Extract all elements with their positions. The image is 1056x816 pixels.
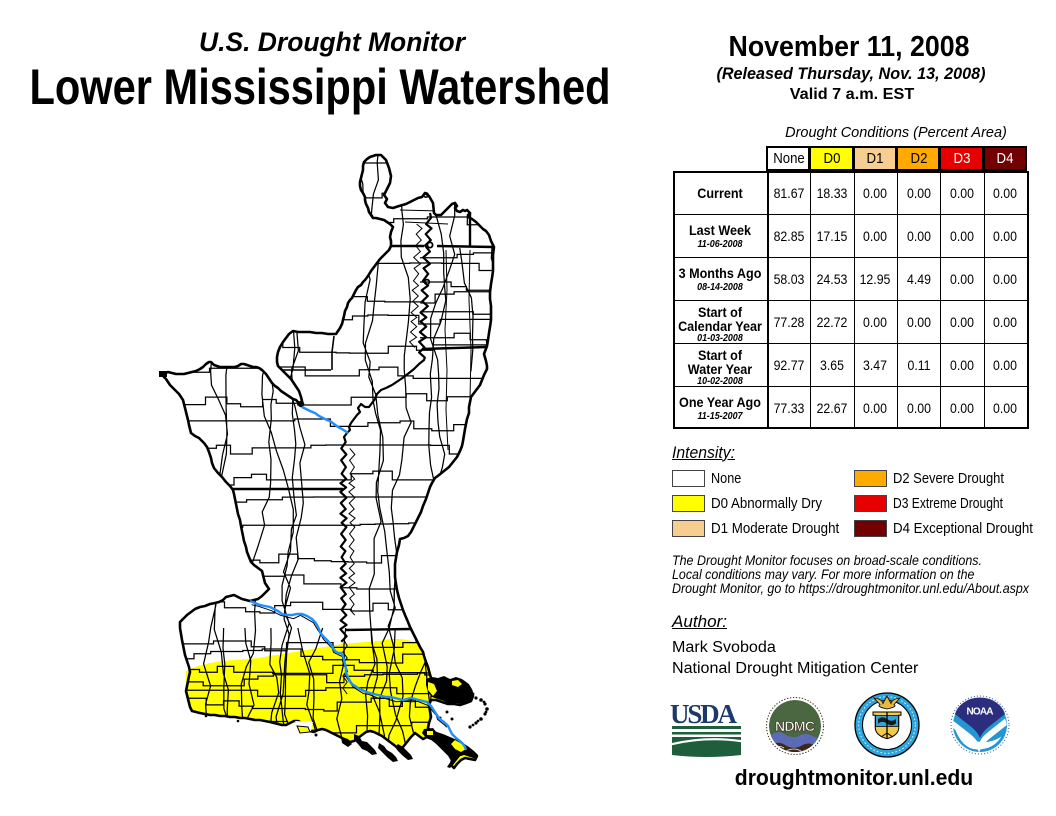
svg-text:USDA: USDA: [670, 699, 738, 729]
svg-text:NOAA: NOAA: [967, 707, 994, 718]
svg-text:NDMC: NDMC: [775, 718, 815, 734]
